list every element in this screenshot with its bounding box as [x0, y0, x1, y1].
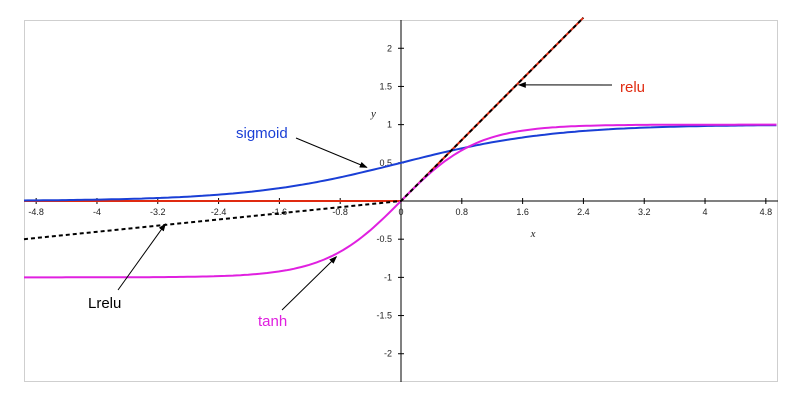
annotation-label-lrelu: Lrelu — [88, 295, 121, 312]
x-tick-label: -4 — [93, 207, 101, 217]
annotation-label-tanh: tanh — [258, 313, 287, 330]
annotation-arrow-sigmoid — [295, 137, 368, 168]
x-tick-label: -2.4 — [211, 207, 227, 217]
y-axis-label: y — [370, 108, 376, 120]
x-tick-label: -0.8 — [332, 207, 348, 217]
y-tick-label: -1 — [384, 272, 392, 282]
annotation-arrow-tanh — [281, 256, 338, 311]
x-tick-label: 4.8 — [760, 207, 773, 217]
x-tick-label: -3.2 — [150, 207, 166, 217]
x-tick-label: 0.8 — [456, 207, 469, 217]
x-tick-label: 3.2 — [638, 207, 651, 217]
series-line-sigmoid — [23, 124, 777, 202]
y-tick-label: 2 — [387, 43, 392, 53]
x-tick-label: 4 — [703, 207, 708, 217]
annotation-label-relu: relu — [620, 79, 645, 96]
x-tick-label: -4.8 — [28, 207, 44, 217]
series-line-relu — [24, 16, 585, 202]
x-tick-label: 1.6 — [516, 207, 529, 217]
x-tick-label: 2.4 — [577, 207, 590, 217]
series-line-lrelu — [23, 16, 585, 241]
y-tick-label: -1.5 — [376, 311, 392, 321]
y-tick-label: 1.5 — [379, 81, 392, 91]
y-tick-label: 0.5 — [379, 158, 392, 168]
annotation-label-sigmoid: sigmoid — [236, 125, 288, 142]
x-tick-label: 0 — [398, 207, 403, 217]
x-tick-label: -1.6 — [272, 207, 288, 217]
y-tick-label: -0.5 — [376, 234, 392, 244]
x-axis-label: x — [530, 228, 536, 240]
y-tick-label: 1 — [387, 120, 392, 130]
y-tick-label: -2 — [384, 349, 392, 359]
annotation-arrow-lrelu — [117, 223, 166, 291]
